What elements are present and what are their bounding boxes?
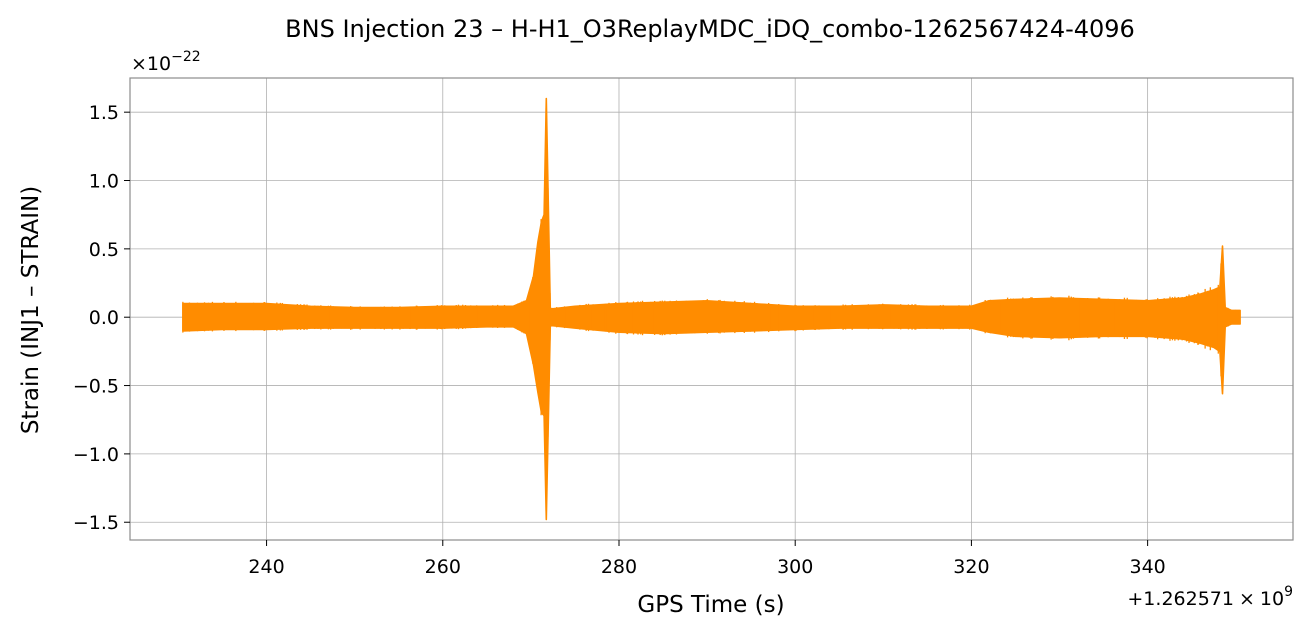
x-offset-times: × [1239,588,1255,610]
x-tick-label: 300 [777,556,813,578]
y-tick-label: −1.5 [73,512,119,534]
plot-frame [129,77,1294,541]
y-tick-label: −0.5 [73,376,119,398]
x-offset-base: 10 [1260,588,1284,610]
y-tick-label: −1.0 [73,444,119,466]
x-offset-exponent: 9 [1284,584,1293,600]
y-tick-label: 0.0 [89,307,119,329]
x-tick-label: 340 [1129,556,1165,578]
y-tick-label: 1.5 [89,102,119,124]
y-scale-base: ×10 [131,53,171,75]
plot-area [182,97,1241,521]
axis-ticks: 240 260 280 300 320 340 1.5 1.0 0.5 0.0 −0.5 −1.0 −1… [73,102,1166,578]
chart-title: BNS Injection 23 – H-H1_O3ReplayMDC_iDQ_… [285,15,1135,43]
y-scale-factor: ×10−22 [131,49,201,75]
x-tick-label: 260 [425,556,461,578]
x-offset-value: +1.262571 [1127,588,1234,610]
x-tick-label: 320 [953,556,989,578]
y-scale-exponent: −22 [171,49,201,65]
x-axis-label: GPS Time (s) [637,592,784,618]
x-tick-label: 280 [601,556,637,578]
y-tick-label: 0.5 [89,239,119,261]
y-axis-label: Strain (INJ1 – STRAIN) [18,186,44,434]
y-tick-label: 1.0 [89,171,119,193]
x-tick-label: 240 [248,556,284,578]
x-offset-annotation: +1.262571 × 109 [1127,584,1293,610]
